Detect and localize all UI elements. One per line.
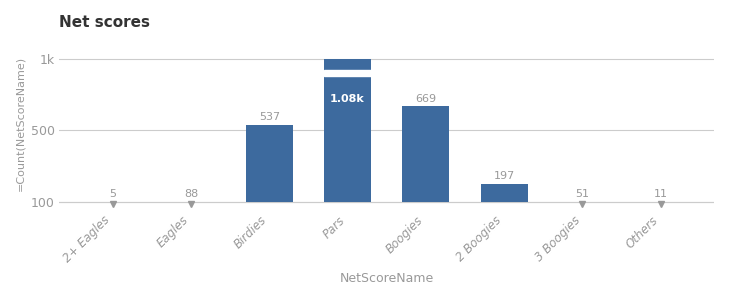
Bar <box>480 184 528 202</box>
X-axis label: NetScoreName: NetScoreName <box>340 272 434 285</box>
Text: 51: 51 <box>575 189 590 199</box>
Text: 5: 5 <box>109 189 116 199</box>
Text: 537: 537 <box>259 112 280 122</box>
Text: 88: 88 <box>184 189 198 199</box>
Y-axis label: =Count(NetScoreName): =Count(NetScoreName) <box>15 56 25 191</box>
Bar <box>246 125 293 202</box>
Bar <box>402 106 449 202</box>
Text: 197: 197 <box>494 172 515 182</box>
Bar <box>324 70 371 76</box>
Text: 669: 669 <box>416 94 437 103</box>
Text: 11: 11 <box>654 189 668 199</box>
Text: Net scores: Net scores <box>60 15 150 30</box>
Text: 1.08k: 1.08k <box>330 94 365 104</box>
Bar <box>324 59 371 202</box>
